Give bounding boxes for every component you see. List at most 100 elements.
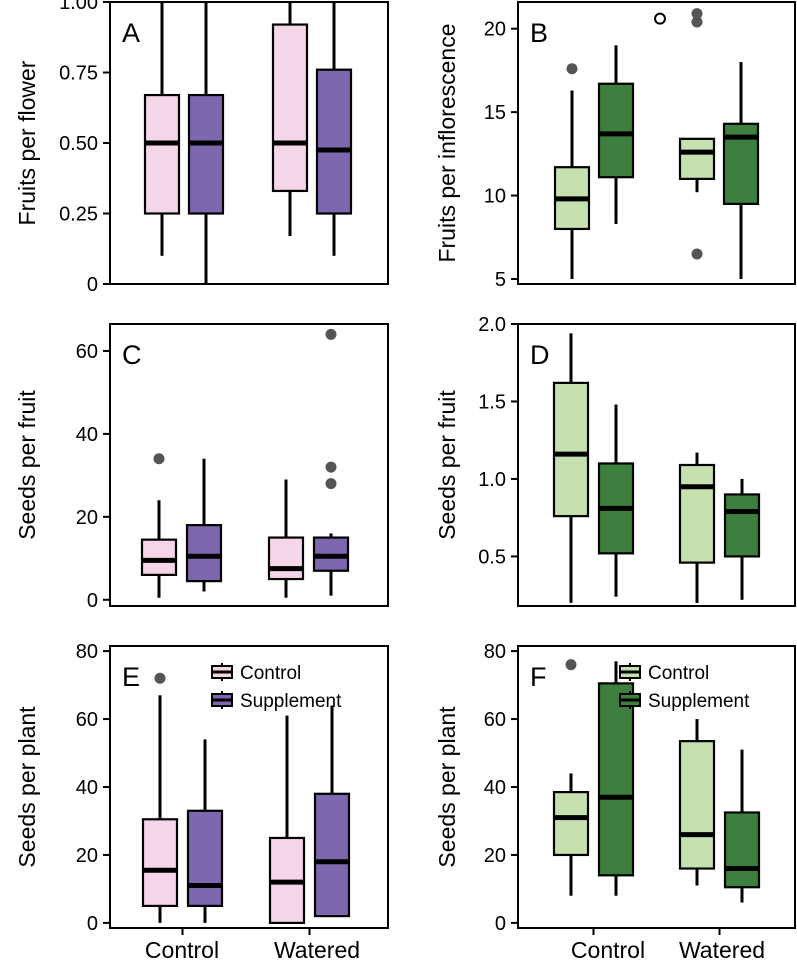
box-iqr: [313, 792, 351, 918]
y-tick-label: 10: [484, 186, 506, 208]
y-tick-label: 20: [484, 19, 506, 41]
legend-entry-supplement: Supplement: [619, 691, 750, 712]
y-tick-label: 0.75: [59, 63, 98, 85]
y-tick-label: 0: [87, 274, 98, 296]
box-supplement-control: [186, 739, 224, 923]
y-tick-label: 40: [484, 777, 506, 799]
y-tick-label: 40: [76, 777, 98, 799]
outlier-point: [325, 328, 337, 340]
panel-label: B: [530, 18, 548, 48]
y-tick-label: 40: [76, 424, 98, 446]
y-tick-label: 15: [484, 102, 506, 124]
x-label-watered-right: Watered: [679, 937, 765, 963]
panel-f: 0 20 40 60 80 Seeds per plant F Control Suppleme…: [434, 641, 796, 935]
legend-label: Control: [240, 663, 301, 684]
y-axis-label: Seeds per fruit: [14, 390, 40, 540]
box-iqr: [723, 493, 761, 558]
y-axis-label: Seeds per plant: [14, 706, 40, 868]
legend-label: Control: [648, 663, 709, 684]
box-iqr: [186, 809, 224, 908]
box-control-control: [141, 672, 179, 923]
y-axis-label: Seeds per plant: [434, 706, 460, 868]
y-axis-label: Fruits per inflorescence: [434, 23, 460, 262]
box-iqr: [187, 93, 225, 215]
y-tick-label: 80: [484, 641, 506, 663]
box-iqr: [315, 68, 353, 215]
outlier-point: [566, 63, 578, 75]
box-supplement-control: [597, 45, 635, 224]
box-iqr: [143, 93, 181, 215]
panel-c: 0 20 40 60 Seeds per fruit C: [14, 323, 389, 612]
box-iqr: [185, 524, 223, 583]
x-label-watered-left: Watered: [274, 937, 360, 963]
panel-a: 0 0.25 0.50 0.75 1.00 Fruits per flower A: [14, 0, 389, 296]
panel-e: 0 20 40 60 80 Seeds per plant E Control Suppleme…: [14, 641, 389, 935]
box-supplement-watered: [312, 328, 350, 596]
panel-frame: [109, 323, 389, 607]
panel-b: 5 10 15 20 Fruits per inflorescence B: [434, 1, 796, 291]
legend-entry-control: Control: [211, 663, 301, 684]
box-control-watered: [267, 479, 305, 598]
y-axis-label: Fruits per flower: [14, 60, 40, 225]
hollow-point: [654, 12, 666, 25]
box-iqr: [552, 381, 590, 518]
y-tick-label: 20: [76, 507, 98, 529]
panel-label: F: [530, 662, 547, 692]
outlier-point: [691, 248, 703, 260]
y-tick-label: 1.5: [478, 391, 506, 413]
y-tick-label: 0.50: [59, 133, 98, 155]
box-control-control: [552, 333, 590, 603]
box-supplement-control: [597, 661, 635, 896]
y-tick-label: 5: [495, 269, 506, 291]
box-control-watered: [268, 715, 306, 925]
y-tick-label: 0: [87, 913, 98, 935]
panel-label: D: [530, 340, 550, 370]
outlier-point: [153, 453, 165, 465]
box-control-watered: [271, 2, 309, 237]
box-control-watered: [678, 452, 716, 603]
y-tick-label: 60: [76, 341, 98, 363]
box-supplement-control: [597, 404, 635, 597]
y-axis-label: Seeds per fruit: [434, 390, 460, 540]
y-tick-label: 0: [87, 590, 98, 612]
box-supplement-control: [185, 458, 223, 592]
box-control-watered: [678, 719, 716, 886]
y-tick-label: 1.0: [478, 469, 506, 491]
box-iqr: [678, 740, 716, 870]
y-tick-label: 20: [76, 845, 98, 867]
panel-frame: [517, 323, 796, 607]
outlier-point: [325, 478, 337, 490]
y-tick-label: 1.00: [59, 0, 98, 14]
panel-d: 0.5 1.0 1.5 2.0 Seeds per fruit D: [434, 314, 796, 607]
y-tick-label: 2.0: [478, 314, 506, 336]
box-supplement-watered: [315, 2, 353, 256]
y-tick-label: 20: [484, 845, 506, 867]
panel-frame: [517, 1, 796, 285]
legend-label: Supplement: [648, 691, 750, 712]
box-iqr: [723, 811, 761, 889]
box-control-control: [553, 63, 591, 279]
legend-entry-supplement: Supplement: [211, 691, 342, 712]
box-control-control: [143, 2, 181, 256]
box-control-control: [552, 659, 590, 896]
outlier-point: [691, 16, 703, 28]
panel-label: C: [122, 340, 142, 370]
y-tick-label: 80: [76, 641, 98, 663]
outlier-point: [565, 659, 577, 671]
outlier-point: [154, 672, 166, 684]
box-supplement-watered: [722, 62, 760, 279]
x-axis-labels: Control Watered Control Watered: [145, 937, 765, 963]
outlier-point: [325, 461, 337, 473]
box-supplement-control: [187, 2, 225, 284]
box-iqr: [678, 137, 716, 180]
box-iqr: [678, 463, 716, 564]
panel-label: A: [122, 18, 140, 48]
box-iqr: [271, 23, 309, 193]
box-iqr: [597, 82, 635, 179]
y-tick-label: 60: [484, 709, 506, 731]
outlier-point: [691, 8, 703, 20]
x-label-control-left: Control: [145, 937, 219, 963]
box-iqr: [597, 682, 635, 877]
box-supplement-watered: [723, 478, 761, 600]
